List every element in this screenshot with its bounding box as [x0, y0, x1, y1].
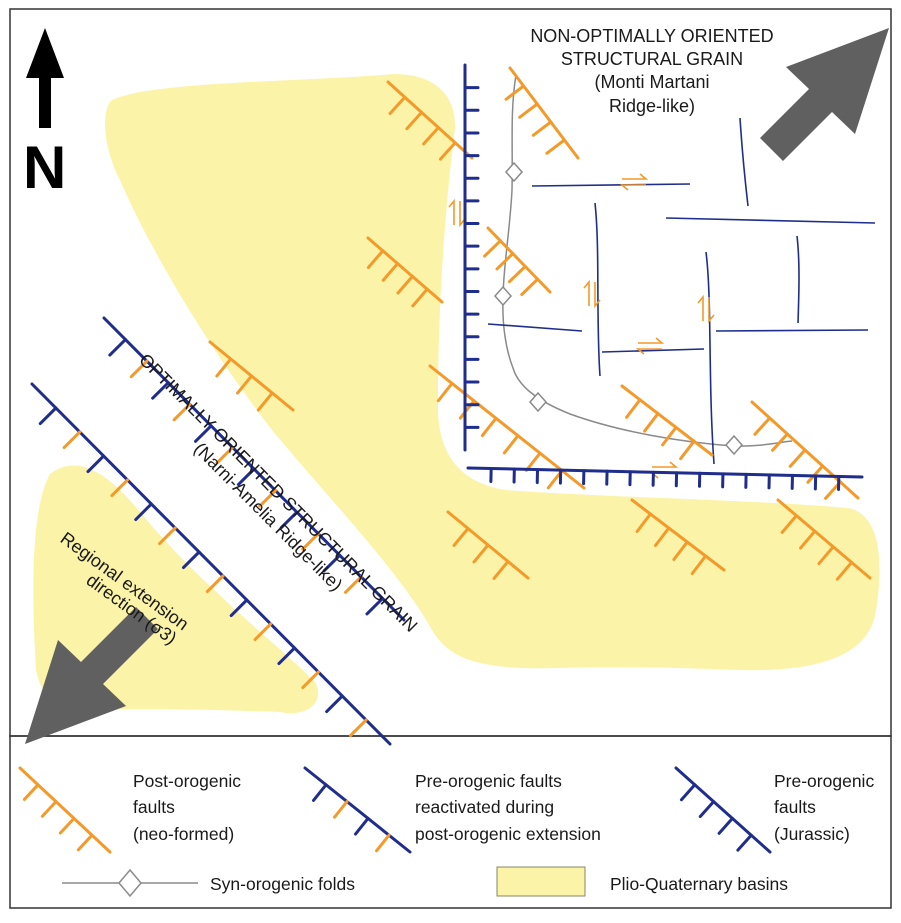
- legend-basins-label: Plio-Quaternary basins: [610, 874, 788, 894]
- cross-fault-2: [666, 218, 875, 223]
- block-west-boundary-fault: [465, 65, 478, 450]
- legend-reactivated-fault-symbol: [305, 768, 410, 852]
- strike-slip-arrow-pair: [638, 338, 662, 354]
- fold-marker: [495, 287, 511, 305]
- fold-axis-markers: [495, 163, 742, 454]
- cross-fault-5: [716, 330, 868, 331]
- legend-jurassic-fault-symbol: [676, 768, 770, 852]
- legend-neo-faults-line3: (neo-formed): [133, 824, 234, 844]
- cross-fault-3: [488, 324, 582, 331]
- legend-basin-swatch: [497, 867, 585, 896]
- legend-reactivated-line2: reactivated during: [415, 797, 554, 817]
- north-arrow-icon: [26, 28, 64, 128]
- northeast-arrow-icon: [760, 28, 889, 161]
- fold-marker: [530, 393, 546, 411]
- pre-orogenic-cross-faults: [488, 118, 875, 464]
- legend-folds-label: Syn-orogenic folds: [210, 874, 355, 894]
- cross-fault-9: [797, 236, 799, 323]
- non-optimal-subtitle-line2: Ridge-like): [609, 96, 695, 116]
- fold-marker: [506, 163, 522, 181]
- cross-fault-8: [740, 118, 748, 206]
- north-label: N: [23, 134, 66, 201]
- legend-jurassic-line1: Pre-orogenic: [774, 771, 874, 791]
- strike-slip-arrow-pair: [449, 201, 465, 225]
- legend-neo-fault-symbol: [20, 768, 110, 852]
- strike-slip-arrow-pair: [652, 462, 676, 478]
- neo-fault-4: [485, 228, 550, 295]
- legend-reactivated-line1: Pre-orogenic faults: [415, 771, 562, 791]
- syn-orogenic-fold: [503, 75, 792, 446]
- cross-fault-7: [706, 252, 714, 464]
- non-optimal-title-line1: NON-OPTIMALLY ORIENTED: [530, 26, 773, 46]
- legend-reactivated-line3: post-orogenic extension: [415, 824, 601, 844]
- fold-marker: [726, 436, 742, 454]
- neo-fault-7: [622, 386, 712, 459]
- legend-jurassic-line2: faults: [774, 797, 816, 817]
- strike-slip-sense-arrows: [449, 174, 714, 478]
- non-optimal-title-line2: STRUCTURAL GRAIN: [561, 49, 743, 69]
- cross-fault-1: [532, 184, 690, 186]
- legend-fold-symbol: [62, 870, 198, 896]
- neo-fault-2: [506, 68, 578, 158]
- strike-slip-arrow-pair: [622, 174, 646, 190]
- legend-jurassic-line3: (Jurassic): [774, 824, 850, 844]
- legend-neo-faults-line2: faults: [133, 797, 175, 817]
- legend-neo-faults-line1: Post-orogenic: [133, 771, 241, 791]
- non-optimal-subtitle-line1: (Monti Martani: [594, 72, 709, 92]
- strike-slip-arrow-pair: [698, 297, 714, 321]
